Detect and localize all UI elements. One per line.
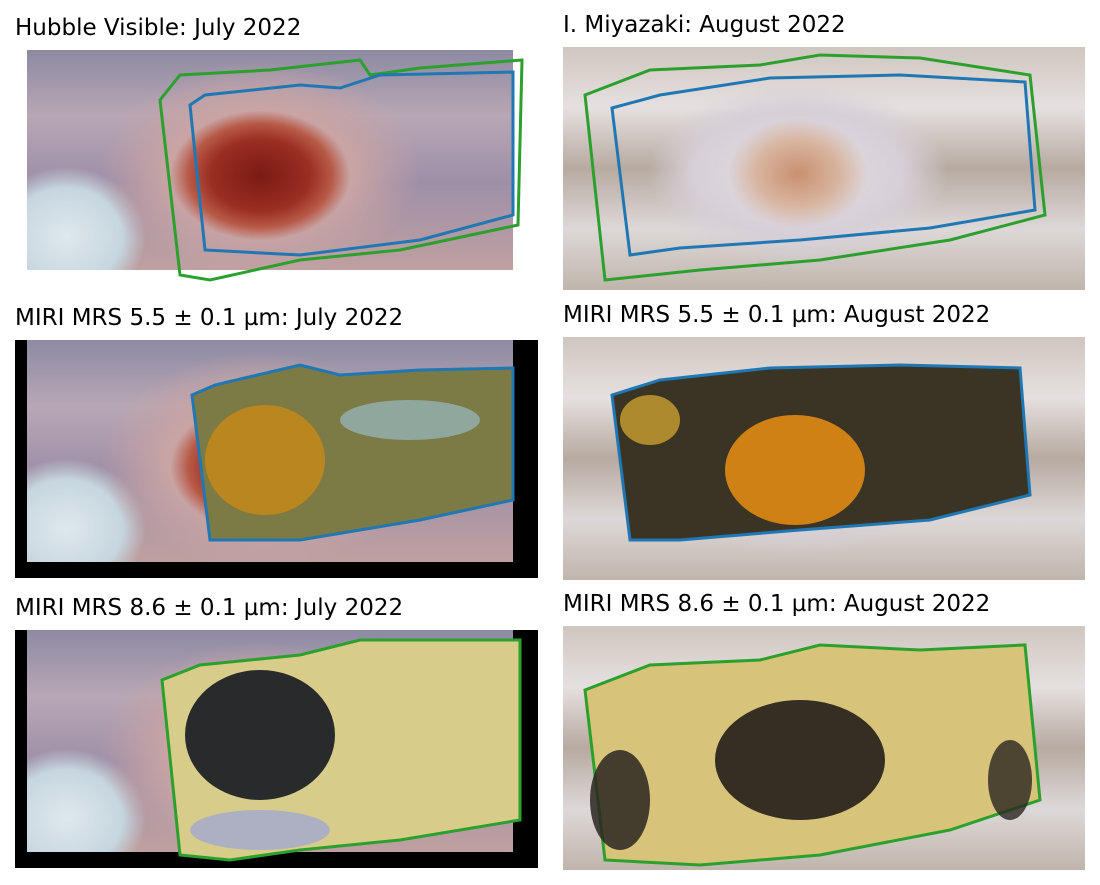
miri55-blue-band <box>340 400 480 440</box>
blue-outline <box>188 70 515 257</box>
miri86-cold-region <box>715 700 885 820</box>
blue-outline <box>610 73 1037 257</box>
miri55-hot-region <box>725 415 865 525</box>
green-outline <box>583 53 1047 282</box>
panel-title-miri86-august: MIRI MRS 8.6 ± 0.1 µm: August 2022 <box>563 591 991 617</box>
panel-title-miri86-july: MIRI MRS 8.6 ± 0.1 µm: July 2022 <box>15 595 404 621</box>
miri86-blue-region <box>190 810 330 850</box>
panel-title-miri55-july: MIRI MRS 5.5 ± 0.1 µm: July 2022 <box>15 305 404 331</box>
miri86-dark-left <box>590 750 650 850</box>
miri86-dark-right <box>988 740 1032 820</box>
panel-title-miri55-august: MIRI MRS 5.5 ± 0.1 µm: August 2022 <box>563 302 991 328</box>
miri86-cold-region <box>185 670 335 800</box>
panel-title-miyazaki-august: I. Miyazaki: August 2022 <box>563 12 846 38</box>
panel-title-hubble-july: Hubble Visible: July 2022 <box>15 15 302 41</box>
miyazaki-image <box>563 47 1085 290</box>
miri55-hot-region <box>205 405 325 515</box>
miri55-yellow-patch <box>620 395 680 445</box>
green-outline <box>158 58 524 282</box>
